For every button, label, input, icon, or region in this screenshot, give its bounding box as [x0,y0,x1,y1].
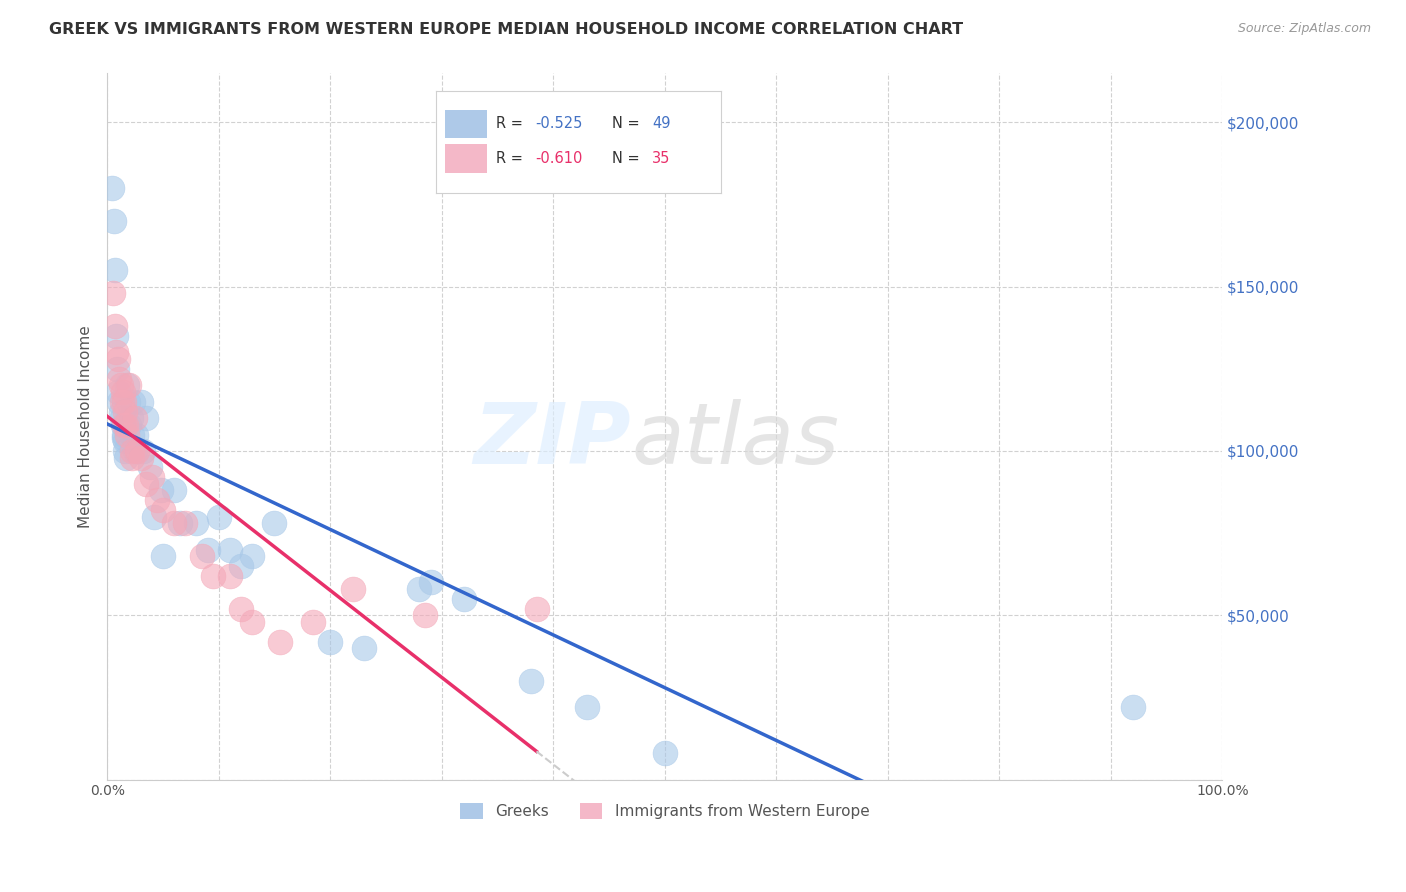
Point [121,444,143,458]
Point [127,444,149,458]
Point [191,549,214,563]
Point [114,444,136,458]
Point [174,516,197,531]
Point [105,329,128,343]
Point [149,483,172,498]
Point [111,411,134,425]
Point [107,351,129,366]
Point [111,417,134,432]
Point [104,263,127,277]
Point [218,569,240,583]
Point [408,582,430,596]
Point [121,427,143,442]
Point [263,516,285,531]
Point [129,450,152,465]
Point [103,214,125,228]
Point [453,591,475,606]
Point [108,371,131,385]
Point [146,493,169,508]
Point [118,378,141,392]
Point [112,431,135,445]
Point [202,569,225,583]
Point [115,378,138,392]
Text: GREEK VS IMMIGRANTS FROM WESTERN EUROPE MEDIAN HOUSEHOLD INCOME CORRELATION CHAR: GREEK VS IMMIGRANTS FROM WESTERN EUROPE … [49,22,963,37]
Point [111,394,134,409]
Point [114,434,136,448]
Legend: Greeks, Immigrants from Western Europe: Greeks, Immigrants from Western Europe [454,797,876,825]
Point [104,319,127,334]
Point [575,700,598,714]
Point [105,361,128,376]
Text: Source: ZipAtlas.com: Source: ZipAtlas.com [1237,22,1371,36]
Point [127,444,149,458]
Point [108,394,131,409]
Point [107,384,129,399]
Y-axis label: Median Household Income: Median Household Income [79,325,93,528]
Point [112,427,135,442]
Point [135,476,157,491]
Point [163,483,186,498]
Point [152,549,174,563]
Point [112,417,135,432]
Point [413,608,436,623]
Point [152,503,174,517]
Point [520,673,543,688]
Point [101,286,124,301]
Point [132,444,155,458]
Point [229,559,252,574]
Point [419,575,441,590]
Point [115,417,138,432]
Point [169,516,191,531]
Point [229,601,252,615]
Point [208,509,231,524]
Point [342,582,364,596]
Point [269,634,291,648]
Point [143,509,166,524]
Point [186,516,208,531]
Point [105,345,128,359]
Point [240,615,263,629]
Point [141,470,163,484]
Point [218,542,240,557]
Text: atlas: atlas [631,399,839,482]
Point [138,460,160,475]
Point [319,634,342,648]
Point [654,747,676,761]
Point [115,427,138,442]
Point [197,542,219,557]
Point [115,450,138,465]
Point [135,411,157,425]
Point [100,181,122,195]
Point [124,411,146,425]
Point [121,450,143,465]
Point [302,615,325,629]
Point [110,404,132,418]
Point [121,394,143,409]
Point [118,417,141,432]
Point [129,394,152,409]
Point [110,378,132,392]
Point [240,549,263,563]
Point [117,394,139,409]
Point [124,444,146,458]
Point [111,384,134,399]
Point [125,427,148,442]
Text: ZIP: ZIP [474,399,631,482]
Point [112,394,135,409]
Point [120,411,142,425]
Point [114,404,136,418]
Point [353,641,375,656]
Point [1122,700,1144,714]
Point [526,601,548,615]
Point [163,516,186,531]
